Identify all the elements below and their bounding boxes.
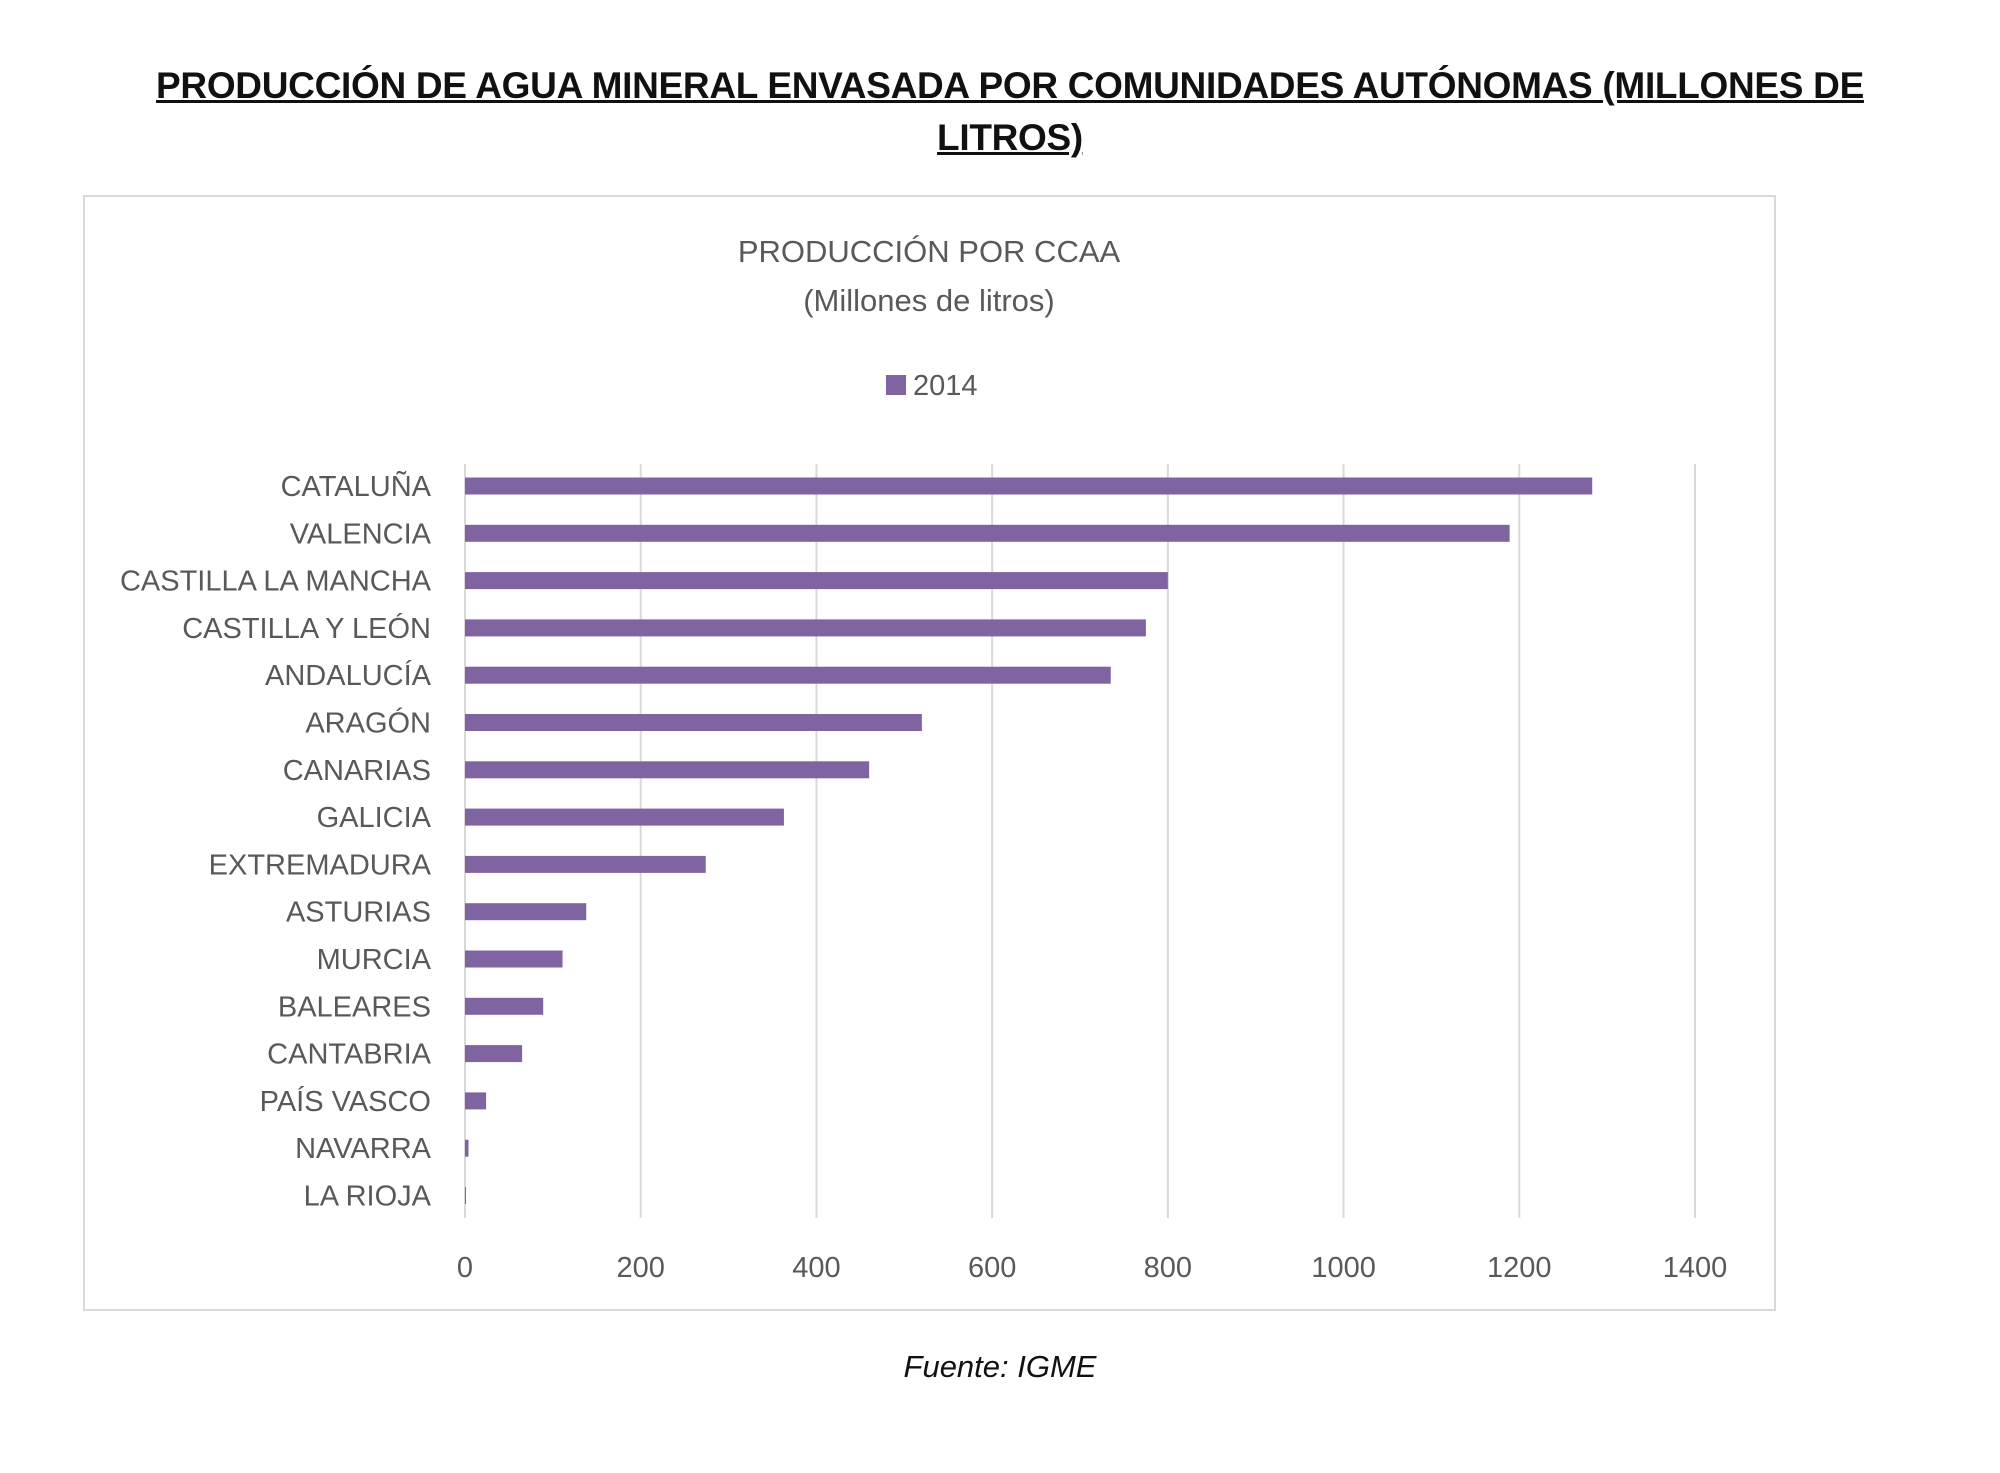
x-tick-label: 1400 <box>1663 1252 1728 1284</box>
source-note: Fuente: IGME <box>903 1349 1097 1384</box>
category-label: CATALUÑA <box>281 469 432 503</box>
category-label: GALICIA <box>317 802 432 834</box>
bar <box>465 1092 487 1110</box>
bar <box>465 1187 466 1204</box>
category-label: EXTREMADURA <box>209 849 432 881</box>
category-label: BALEARES <box>278 991 431 1023</box>
document-title: PRODUCCIÓN DE AGUA MINERAL ENVASADA POR … <box>156 65 1864 158</box>
legend-label: 2014 <box>913 370 978 402</box>
category-label: VALENCIA <box>290 518 432 550</box>
bar <box>465 997 544 1015</box>
bar <box>465 666 1111 684</box>
category-label: CANARIAS <box>283 755 431 787</box>
x-tick-label: 1200 <box>1487 1252 1552 1284</box>
category-label: CANTABRIA <box>267 1039 431 1071</box>
bar <box>465 1045 523 1063</box>
legend-swatch <box>886 375 906 395</box>
x-tick-label: 800 <box>1144 1252 1192 1284</box>
chart-frame <box>83 195 1776 1311</box>
bar <box>465 714 922 731</box>
bar <box>465 761 870 779</box>
bar <box>465 903 587 921</box>
chart-title: PRODUCCIÓN POR CCAA <box>738 234 1121 269</box>
category-label: NAVARRA <box>295 1133 432 1165</box>
x-tick-label: 200 <box>617 1252 665 1284</box>
bar <box>465 950 563 968</box>
bar <box>465 855 706 873</box>
x-tick-label: 0 <box>457 1252 473 1284</box>
x-tick-label: 400 <box>792 1252 840 1284</box>
category-label: PAÍS VASCO <box>260 1085 431 1118</box>
category-label: CASTILLA Y LEÓN <box>182 612 431 645</box>
category-label: MURCIA <box>317 944 432 976</box>
category-label: LA RIOJA <box>304 1181 432 1213</box>
bar <box>465 477 1593 495</box>
bar <box>465 524 1510 542</box>
bar <box>465 572 1168 590</box>
x-tick-label: 1000 <box>1311 1252 1376 1284</box>
bar <box>465 1139 469 1157</box>
category-label: CASTILLA LA MANCHA <box>120 566 432 598</box>
bar <box>465 619 1146 637</box>
category-label: ARAGÓN <box>305 707 431 740</box>
chart-subtitle: (Millones de litros) <box>803 283 1055 318</box>
category-label: ANDALUCÍA <box>265 659 432 692</box>
bar <box>465 808 784 826</box>
x-tick-label: 600 <box>968 1252 1016 1284</box>
category-label: ASTURIAS <box>286 897 431 929</box>
